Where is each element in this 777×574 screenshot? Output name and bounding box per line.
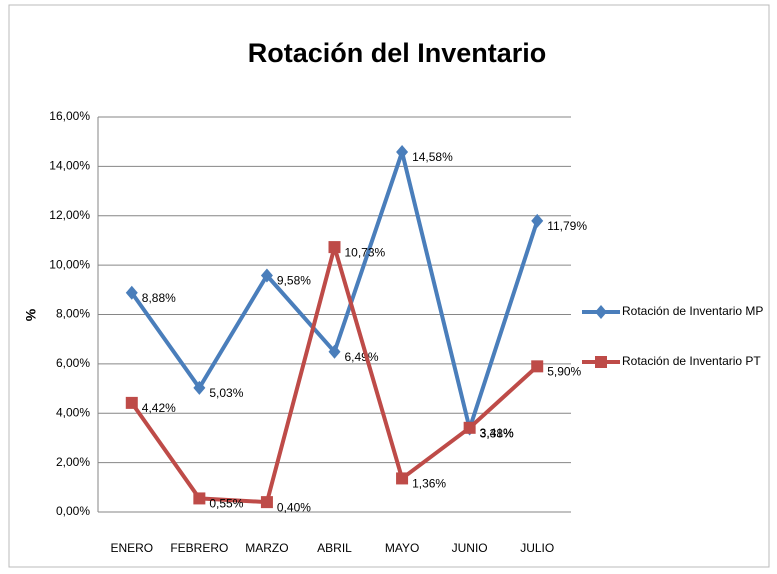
y-tick-label: 14,00% (49, 159, 90, 173)
x-tick-label: MARZO (245, 541, 288, 555)
data-point (260, 496, 273, 509)
data-point (260, 268, 273, 283)
legend-marker (595, 356, 607, 368)
data-label: 11,79% (547, 219, 587, 233)
data-point (193, 380, 206, 395)
x-tick-label: FEBRERO (170, 541, 228, 555)
data-label: 5,03% (209, 386, 243, 400)
data-point (396, 145, 409, 160)
x-tick-label: MAYO (385, 541, 419, 555)
y-tick-label: 2,00% (56, 455, 90, 469)
data-point (125, 396, 138, 409)
data-point (328, 344, 341, 359)
y-tick-label: 8,00% (56, 307, 90, 321)
x-tick-label: ENERO (110, 541, 153, 555)
chart-frame (8, 4, 770, 568)
x-tick-label: JULIO (520, 541, 554, 555)
data-label: 9,58% (277, 274, 311, 288)
y-tick-label: 0,00% (56, 504, 90, 518)
data-label: 14,58% (412, 150, 453, 164)
x-tick-label: JUNIO (452, 541, 488, 555)
legend-marker (595, 305, 607, 319)
y-tick-label: 4,00% (56, 405, 90, 419)
data-label: 0,40% (277, 500, 311, 514)
data-label: 4,42% (142, 401, 176, 415)
data-point (463, 421, 476, 434)
data-point (531, 360, 544, 373)
y-tick-label: 6,00% (56, 356, 90, 370)
y-tick-label: 12,00% (49, 208, 90, 222)
data-label: 0,55% (209, 497, 243, 511)
data-point (125, 285, 138, 300)
data-point (396, 472, 409, 485)
data-label: 8,88% (142, 291, 176, 305)
chart-title: Rotación del Inventario (248, 38, 547, 68)
data-label: 10,73% (345, 245, 386, 259)
data-label: 6,49% (345, 350, 379, 364)
y-tick-label: 16,00% (49, 109, 90, 123)
legend-label: Rotación de Inventario MP (622, 304, 763, 318)
y-tick-label: 10,00% (49, 257, 90, 271)
data-point (531, 213, 544, 228)
data-label: 5,90% (547, 365, 581, 379)
data-point (328, 241, 341, 254)
y-axis-label: % (23, 308, 39, 321)
data-label: 1,36% (412, 477, 446, 491)
data-label: 3,38% (480, 427, 514, 441)
data-point (193, 492, 206, 505)
data-label: 3,41% (480, 426, 514, 440)
legend-label: Rotación de Inventario PT (622, 354, 761, 368)
x-tick-label: ABRIL (317, 541, 352, 555)
